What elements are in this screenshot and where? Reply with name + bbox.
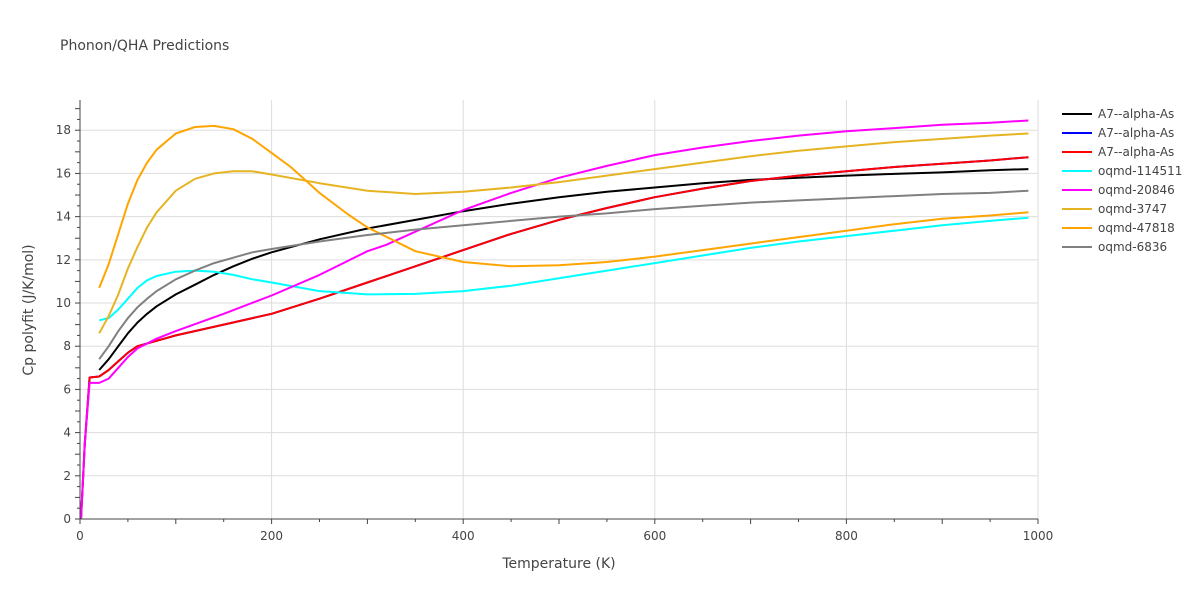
series-line-6[interactable] [98, 124, 1029, 289]
series-line-7[interactable] [98, 189, 1029, 360]
y-tick-label: 16 [56, 166, 71, 180]
y-tick-label: 12 [56, 253, 71, 267]
legend-label: oqmd-114511 [1098, 164, 1182, 178]
gridlines [80, 100, 1039, 519]
legend-label: A7--alpha-As [1098, 107, 1174, 121]
y-tick-label: 8 [63, 339, 71, 353]
x-tick-label: 1000 [1023, 529, 1054, 543]
legend-label: oqmd-20846 [1098, 183, 1175, 197]
x-tick-label: 800 [835, 529, 858, 543]
y-axis-title: Cp polyfit (J/K/mol) [21, 244, 37, 375]
y-tick-label: 18 [56, 123, 71, 137]
y-tick-label: 6 [63, 382, 71, 396]
x-tick-label: 0 [76, 529, 84, 543]
legend-label: A7--alpha-As [1098, 126, 1174, 140]
series-line-5[interactable] [98, 132, 1029, 334]
series-line-2[interactable] [80, 156, 1029, 520]
axes [75, 100, 1039, 524]
legend-item[interactable]: oqmd-20846 [1062, 183, 1175, 197]
legend-item[interactable]: oqmd-114511 [1062, 164, 1182, 178]
legend[interactable]: A7--alpha-As A7--alpha-As A7--alpha-As oqmd… [1062, 107, 1182, 254]
tick-labels: 0 200 400 600 800 1000 0 2 4 6 8 10 12 14 16 18 [56, 123, 1054, 543]
x-axis-title: Temperature (K) [501, 556, 615, 572]
chart-title: Phonon/QHA Predictions [60, 38, 229, 54]
x-tick-label: 600 [643, 529, 666, 543]
legend-label: oqmd-3747 [1098, 202, 1167, 216]
legend-item[interactable]: A7--alpha-As [1062, 126, 1174, 140]
series-layer [80, 119, 1029, 520]
y-tick-label: 2 [63, 469, 71, 483]
y-tick-label: 4 [63, 426, 71, 440]
legend-item[interactable]: A7--alpha-As [1062, 145, 1174, 159]
legend-label: oqmd-47818 [1098, 221, 1175, 235]
y-tick-label: 14 [56, 210, 71, 224]
legend-item[interactable]: oqmd-3747 [1062, 202, 1167, 216]
legend-item[interactable]: oqmd-47818 [1062, 221, 1175, 235]
x-tick-label: 400 [452, 529, 475, 543]
legend-item[interactable]: A7--alpha-As [1062, 107, 1174, 121]
legend-item[interactable]: oqmd-6836 [1062, 240, 1167, 254]
x-tick-label: 200 [260, 529, 283, 543]
legend-label: oqmd-6836 [1098, 240, 1167, 254]
series-line-1[interactable] [80, 156, 1029, 520]
y-tick-label: 0 [63, 512, 71, 526]
y-tick-label: 10 [56, 296, 71, 310]
series-line-0[interactable] [98, 168, 1029, 371]
series-line-3[interactable] [98, 216, 1029, 322]
series-line-4[interactable] [80, 119, 1029, 520]
legend-label: A7--alpha-As [1098, 145, 1174, 159]
